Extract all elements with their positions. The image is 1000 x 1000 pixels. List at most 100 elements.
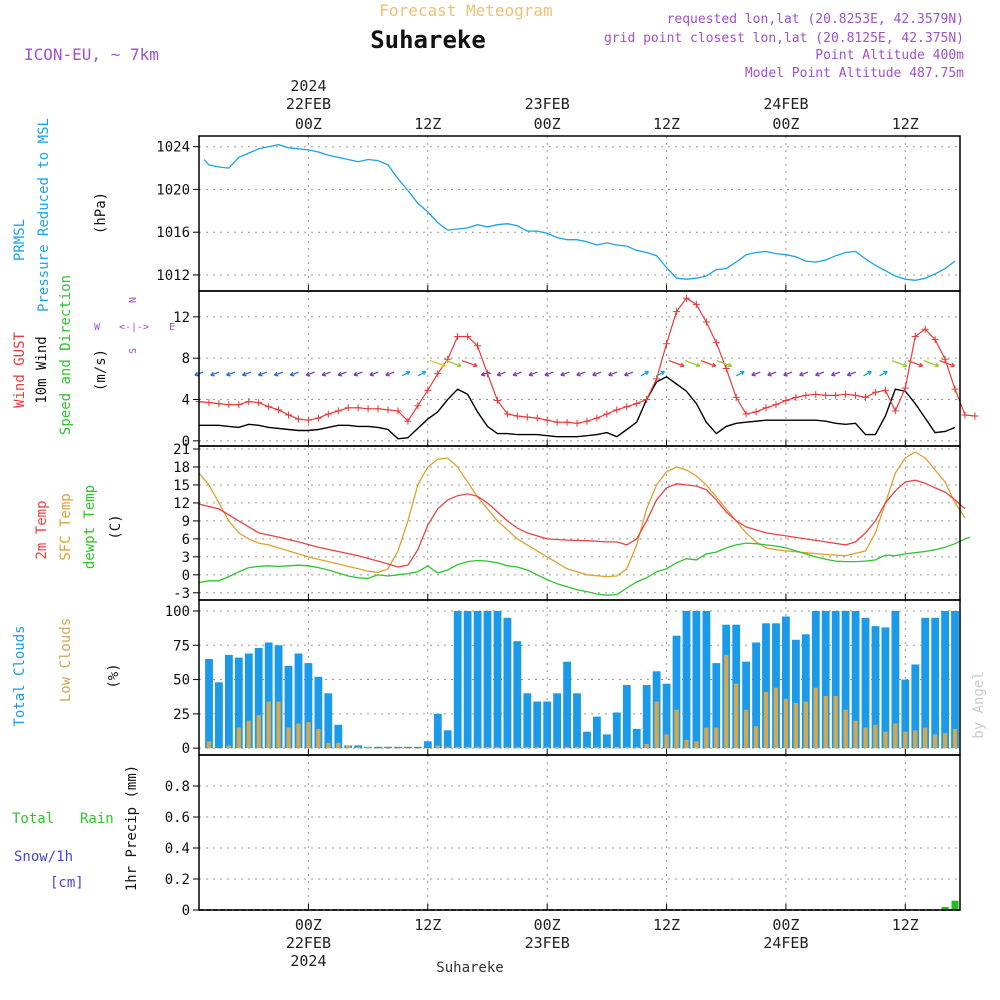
- wind-direction-arrow: [592, 371, 602, 377]
- gust-marker: [603, 410, 611, 418]
- gust-marker: [672, 308, 680, 316]
- total-cloud-bar: [483, 611, 492, 749]
- low-cloud-bar: [644, 744, 649, 749]
- low-cloud-bar: [385, 748, 391, 749]
- gust-marker: [782, 397, 790, 405]
- top-tick-label: 12Z: [892, 115, 919, 133]
- gust-marker: [563, 418, 571, 426]
- compass-west: W: [94, 322, 101, 333]
- total-cloud-bar: [394, 746, 402, 749]
- gust-marker: [474, 342, 482, 350]
- precip-snow-unit: [cm]: [50, 875, 84, 891]
- gust-marker: [722, 365, 730, 372]
- super-title: Forecast Meteogram: [379, 1, 552, 20]
- low-cloud-bar: [664, 734, 669, 749]
- precip-rain-label: Rain: [80, 811, 114, 827]
- y-tick-label: 1020: [156, 182, 190, 198]
- total-cloud-bar: [314, 676, 323, 749]
- low-cloud-bar: [952, 728, 958, 749]
- gust-marker: [593, 414, 601, 422]
- gust-marker: [812, 390, 820, 398]
- low-cloud-bar: [833, 696, 838, 749]
- wind-direction-arrow: [544, 371, 554, 377]
- wind-direction-arrow: [700, 359, 717, 368]
- gust-marker: [424, 386, 432, 394]
- gust-marker: [573, 419, 581, 427]
- bottom-tick-label: 12Z: [892, 916, 919, 934]
- wind-direction-arrow: [369, 371, 379, 377]
- total-cloud-bar: [573, 693, 581, 749]
- clouds-panel: 0 25 50 75 100: [165, 600, 960, 757]
- gust-marker: [742, 410, 750, 418]
- low-cloud-bar: [684, 739, 689, 749]
- precip-panel: 0 0.2 0.4 0.6 0.8: [165, 755, 960, 919]
- total-cloud-bar: [215, 682, 223, 749]
- wind-direction-arrow: [799, 371, 809, 377]
- low-cloud-bar: [375, 748, 381, 749]
- gust-marker: [205, 399, 213, 407]
- total-cloud-bar: [911, 664, 920, 749]
- credit-watermark: by Angel: [971, 671, 987, 738]
- cloud-panel-labels: Total Clouds Low Clouds (%): [12, 618, 122, 727]
- total-cloud-bar: [851, 611, 860, 749]
- total-cloud-bar: [423, 741, 432, 749]
- low-cloud-bar: [903, 731, 908, 749]
- gust-marker: [464, 332, 472, 340]
- low-cloud-bar: [425, 748, 430, 749]
- top-tick-label: 00Z: [534, 115, 561, 133]
- low-cloud-bar: [942, 733, 948, 749]
- top-date-label: 23FEB: [525, 95, 570, 113]
- bottom-date-label: 23FEB: [525, 934, 570, 952]
- total-cloud-bar: [702, 611, 711, 749]
- low-cloud-bar: [624, 746, 629, 749]
- low-cloud-bar: [485, 746, 490, 749]
- total-cloud-bar: [404, 746, 412, 749]
- wind-direction-arrow: [401, 370, 411, 377]
- gust-marker: [543, 416, 551, 424]
- low-cloud-bar: [216, 748, 222, 749]
- total-cloud-bar: [642, 685, 651, 749]
- y-tick-label: 0: [182, 741, 190, 757]
- gust-marker: [314, 414, 322, 422]
- wind-direction-arrow: [242, 371, 252, 377]
- precip-panel-labels: Total Rain Snow/1h [cm] 1hr Precip (mm): [12, 765, 140, 891]
- location-title: Suhareke: [370, 26, 486, 54]
- low-cloud-bar: [405, 748, 411, 749]
- bottom-location: Suhareke: [436, 960, 503, 976]
- wind-direction-arrow: [210, 371, 220, 377]
- temp-2m-label: 2m Temp: [34, 500, 50, 559]
- wind-direction-arrow: [226, 371, 236, 377]
- y-tick-label: 25: [173, 707, 190, 723]
- gust-marker: [802, 391, 810, 399]
- gust-marker: [951, 385, 959, 393]
- gust-marker: [503, 410, 511, 418]
- gust-marker: [901, 384, 909, 392]
- gust-marker: [663, 340, 671, 348]
- low-cloud-bar: [564, 746, 570, 749]
- total-cloud-bar: [871, 626, 880, 749]
- total-cloud-bar: [384, 746, 392, 749]
- rain-bar: [941, 906, 949, 910]
- total-cloud-bar: [274, 645, 283, 749]
- low-cloud-bar: [863, 727, 868, 749]
- precip-snow-label: Snow/1h: [14, 849, 73, 865]
- total-cloud-bar: [762, 623, 770, 749]
- total-cloud-bar: [593, 716, 601, 749]
- wind-direction-arrow: [751, 371, 761, 377]
- wind-direction-arrow: [385, 371, 395, 377]
- total-cloud-bar: [801, 634, 810, 749]
- wind-direction-arrow: [735, 370, 745, 377]
- low-cloud-bar: [704, 727, 709, 749]
- gust-marker: [881, 386, 889, 394]
- low-cloud-bar: [574, 746, 580, 749]
- rain-bar: [951, 900, 959, 910]
- wind-direction-arrow: [353, 371, 363, 377]
- gust-marker: [285, 411, 293, 419]
- low-cloud-bar: [773, 687, 779, 749]
- gust-marker: [762, 404, 770, 412]
- y-tick-label: 100: [165, 604, 190, 620]
- total-cloud-bar: [254, 648, 263, 749]
- total-cloud-bar: [811, 611, 820, 749]
- low-cloud-bar: [843, 709, 848, 749]
